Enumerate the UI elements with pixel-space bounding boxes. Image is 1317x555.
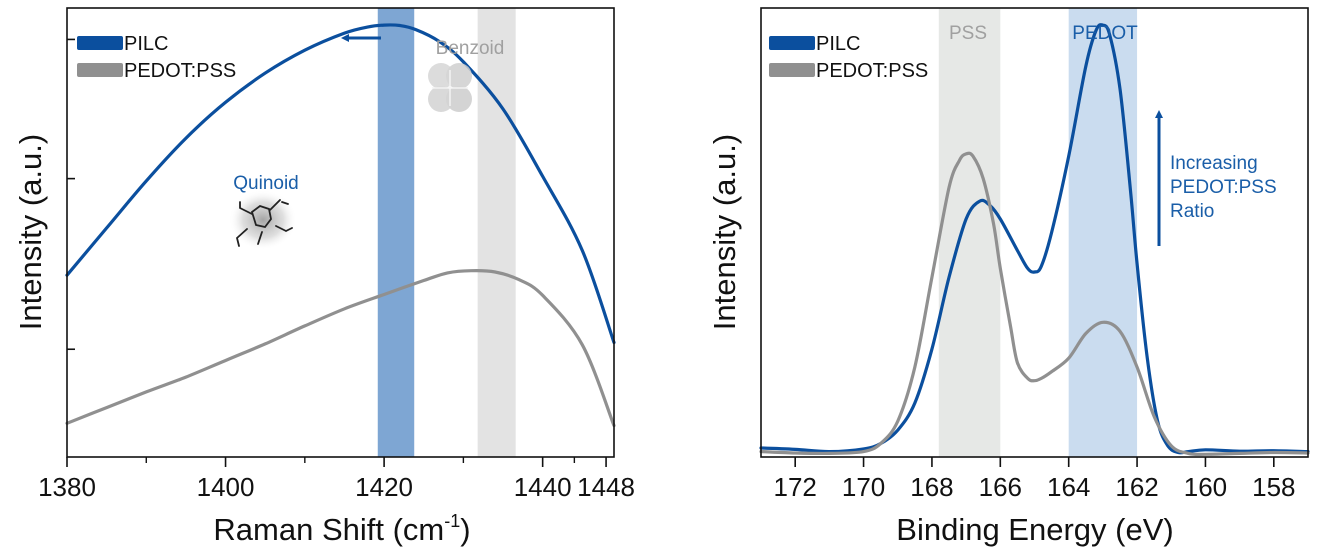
legend-swatch-pilc (769, 36, 815, 50)
x-tick-label: 160 (1184, 472, 1227, 502)
xps-series-pedot-pss-line (759, 151, 1310, 456)
xps-y-axis-title: Intensity (a.u.) (707, 134, 742, 330)
raman-plot-frame (66, 7, 615, 458)
quinoid-label: Quinoid (233, 173, 299, 194)
pss-band (938, 8, 1001, 457)
x-tick-label: 1400 (197, 472, 255, 502)
raman-x-ticks: 1380 1400 1420 1440 1448 (38, 457, 635, 502)
x-tick-label: 1440 (514, 472, 572, 502)
legend-label-pilc: PILC (816, 33, 860, 55)
raman-legend: PILC PEDOT:PSS (77, 33, 236, 82)
benzoid-molecule-icon (428, 63, 472, 112)
raman-y-ticks (67, 38, 75, 351)
x-tick-label: 162 (1115, 472, 1158, 502)
raman-series (65, 23, 616, 428)
x-tick-label: 170 (842, 472, 885, 502)
pss-band-label: PSS (949, 23, 987, 44)
xps-bands (938, 8, 1138, 457)
raman-panel: 1380 1400 1420 1440 1448 Quinoid Benzoid PIL… (13, 7, 635, 547)
x-tick-label: 164 (1047, 472, 1090, 502)
pedot-band (1068, 8, 1138, 457)
raman-series-pilc-line (65, 23, 616, 345)
xps-x-ticks: 172 170 168 166 164 162 160 158 (773, 457, 1296, 502)
legend-swatch-pedot-pss (77, 63, 123, 77)
xps-x-axis-title: Binding Energy (eV) (896, 512, 1173, 547)
xps-series-pilc-line (759, 23, 1310, 455)
benzoid-band (477, 8, 516, 457)
x-tick-label: 166 (979, 472, 1022, 502)
increasing-ratio-label: Increasing PEDOT:PSS Ratio (1170, 153, 1277, 222)
raman-series-pedot-pss-line (65, 269, 616, 428)
quinoid-band (377, 8, 415, 457)
x-tick-label: 1448 (577, 472, 635, 502)
x-tick-label: 168 (910, 472, 953, 502)
x-tick-label: 1380 (38, 472, 96, 502)
x-tick-label: 172 (773, 472, 816, 502)
raman-y-axis-title: Intensity (a.u.) (13, 134, 48, 330)
raman-x-axis-title: Raman Shift (cm-1) (213, 511, 470, 547)
legend-label-pilc: PILC (124, 33, 168, 55)
pedot-band-label: PEDOT (1072, 23, 1138, 44)
legend-label-pedot-pss: PEDOT:PSS (124, 60, 236, 82)
xps-legend: PILC PEDOT:PSS (769, 33, 928, 82)
benzoid-label: Benzoid (436, 38, 505, 59)
quinoid-molecule-icon (229, 190, 297, 250)
increasing-line-3: Ratio (1170, 201, 1214, 222)
xps-panel: PSS PEDOT Increasing PEDOT:PSS Ratio 172… (707, 7, 1310, 547)
xps-plot-frame (760, 7, 1309, 458)
legend-swatch-pilc (77, 36, 123, 50)
legend-label-pedot-pss: PEDOT:PSS (816, 60, 928, 82)
increasing-line-2: PEDOT:PSS (1170, 177, 1277, 198)
x-tick-label: 158 (1252, 472, 1295, 502)
xps-series (759, 23, 1310, 456)
x-tick-label: 1420 (355, 472, 413, 502)
legend-swatch-pedot-pss (769, 63, 815, 77)
increasing-line-1: Increasing (1170, 153, 1258, 174)
